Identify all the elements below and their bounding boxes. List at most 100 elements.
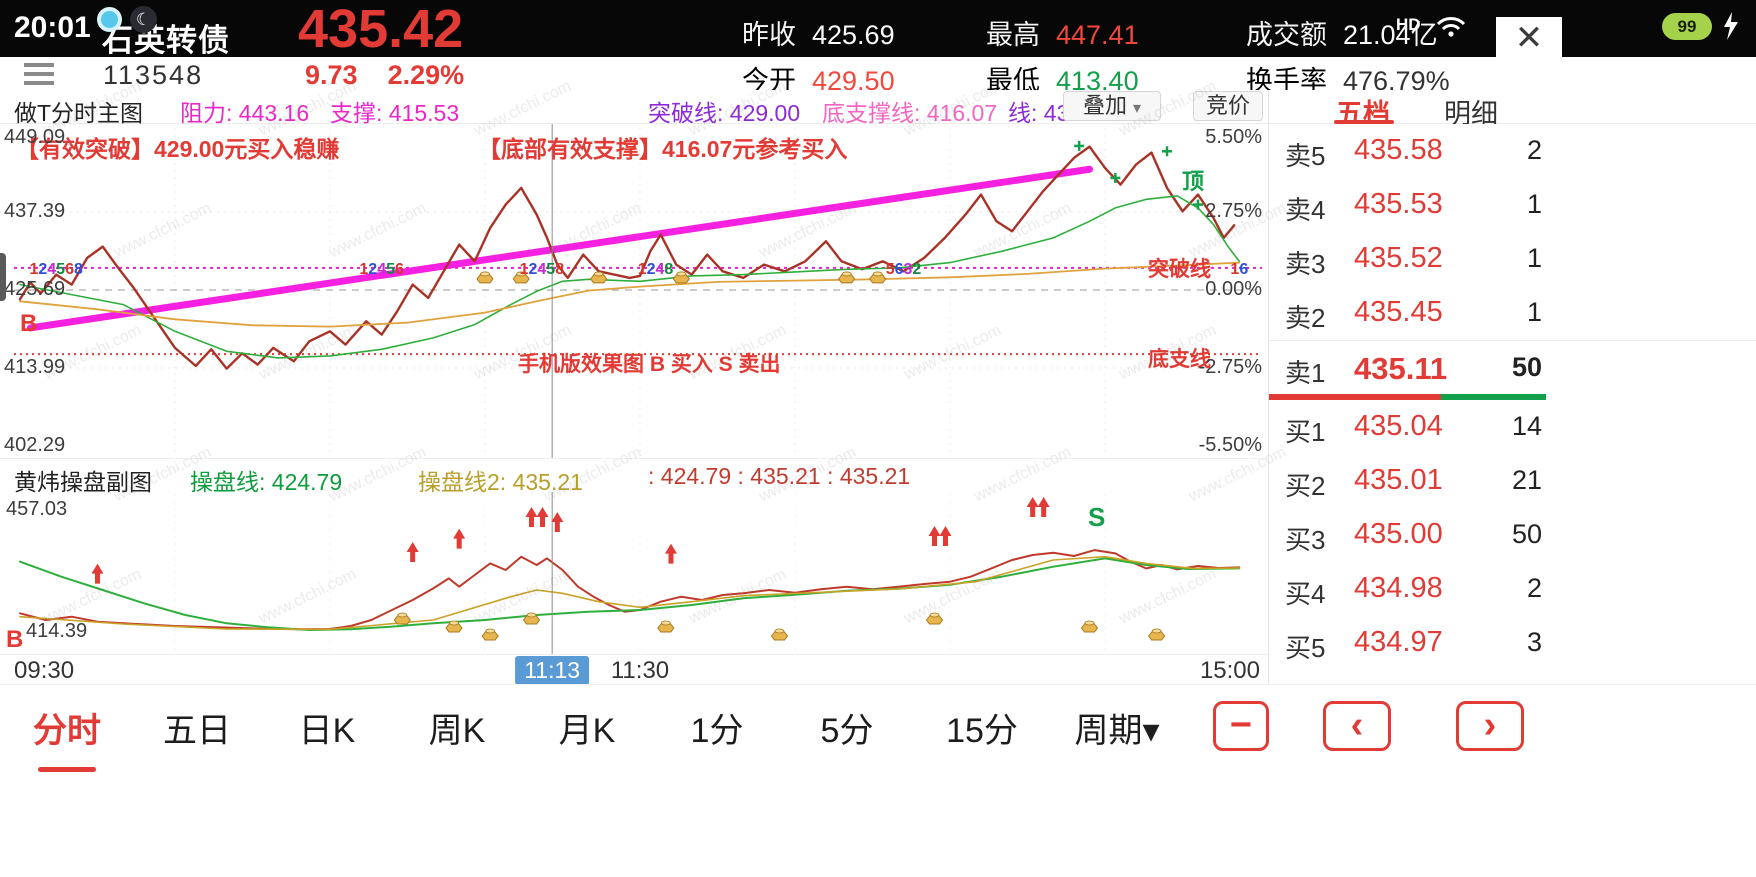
buy-arrow-icon	[1037, 497, 1050, 518]
level-price: 435.01	[1354, 464, 1443, 496]
sub-chart-svg[interactable]	[0, 492, 1268, 654]
level-volume: 1	[1526, 297, 1542, 327]
main-chart: 124568 12456 12458 1248 5632 16 【有效突破】429.00元…	[0, 124, 1268, 458]
chevron-down-icon: ▾	[1132, 100, 1142, 117]
period-tab-9[interactable]: 周期▾	[1074, 712, 1160, 750]
gold-ingot-icon	[770, 628, 789, 641]
ask-row-3[interactable]: 卖3 435.52 1	[1269, 232, 1756, 286]
buy-arrow-icon	[525, 507, 538, 528]
amount-value: 21.04亿	[1343, 20, 1438, 50]
last-price: 435.42	[298, 0, 464, 59]
level-volume: 1	[1526, 189, 1542, 219]
sub-y-top-label: 457.03	[6, 498, 68, 520]
active-period-underline	[38, 767, 96, 772]
main-y-label: 449.09	[4, 126, 66, 148]
level-label: 买5	[1285, 633, 1326, 663]
signal-numbers: 124568	[29, 261, 83, 278]
gold-ingot-icon	[512, 271, 530, 284]
main-y-label: 437.39	[4, 200, 66, 222]
period-tab-8[interactable]: 15分	[946, 712, 1018, 750]
ask-row-2[interactable]: 卖4 435.53 1	[1269, 178, 1756, 232]
gold-ingot-icon	[838, 271, 856, 284]
resistance-label: 阻力: 443.16	[180, 100, 310, 126]
period-tab-3[interactable]: 日K	[298, 712, 356, 750]
prev-close-value: 425.69	[812, 20, 895, 50]
high-label: 最高	[986, 20, 1040, 50]
drawer-handle[interactable]	[0, 253, 6, 301]
charging-icon	[1724, 12, 1738, 40]
gold-ingot-icon	[393, 612, 411, 625]
buy-arrow-icon	[939, 526, 952, 547]
sub-red-line	[19, 549, 1241, 631]
level-price: 435.58	[1354, 134, 1443, 166]
period-tab-1[interactable]: 分时	[33, 712, 101, 750]
gold-ingot-icon	[476, 271, 494, 284]
overlay-button[interactable]: 叠加 ▾	[1063, 91, 1161, 121]
buy-arrow-icon	[406, 542, 419, 563]
signal-numbers: 12456	[359, 261, 404, 278]
period-tab-5[interactable]: 月K	[558, 712, 616, 750]
change-value: 9.73	[305, 60, 358, 90]
signal-numbers: 16	[1230, 261, 1248, 278]
level-label: 买3	[1285, 525, 1326, 555]
buy-ratio-segment	[1440, 394, 1546, 400]
period-tab-7[interactable]: 5分	[820, 712, 874, 750]
bid-row-4[interactable]: 买4 434.98 2	[1269, 562, 1756, 616]
gold-ingot-icon	[590, 271, 608, 284]
main-y-label: 425.69	[4, 278, 66, 300]
sub-chart-header: 黄炜操盘副图 操盘线: 424.79 操盘线2: 435.21 : 424.79…	[0, 458, 1268, 495]
chart-toolbar: 做T分时主图 阻力: 443.16 支撑: 415.53 突破线: 429.00…	[0, 90, 1756, 129]
auction-button[interactable]: 竞价	[1193, 91, 1263, 121]
time-label-11:13[interactable]: 11:13	[515, 656, 590, 685]
level-volume: 3	[1526, 627, 1542, 657]
support-line-label: 底支线	[1148, 348, 1211, 371]
prev-page-button[interactable]: ‹	[1323, 701, 1391, 751]
trend-line	[26, 165, 1093, 332]
main-chart-svg[interactable]: 124568 12456 12458 1248 5632 16	[0, 124, 1268, 458]
main-y-label: 402.29	[4, 434, 66, 456]
support-annotation: 【底部有效支撑】416.07元参考买入	[478, 136, 848, 162]
ma-green-line	[19, 195, 1241, 359]
status-bar: 20:01 ☾ 石英转债 435.42 昨收 425.69 最高 447.41 成交…	[0, 0, 1756, 59]
breakout-label: 突破线: 429.00	[648, 100, 801, 126]
panel-divider	[1268, 90, 1269, 684]
sell-marker-sub: S	[1088, 502, 1106, 532]
buy-arrow-icon	[453, 528, 466, 549]
support-label: 支撑: 415.53	[330, 100, 460, 126]
bottom-support-label: 底支撑线: 416.07	[822, 100, 998, 126]
close-icon[interactable]: ✕	[1496, 17, 1562, 59]
turnover-amount: 成交额 21.04亿	[1246, 13, 1438, 52]
zoom-out-button[interactable]: −	[1213, 701, 1269, 751]
next-page-button[interactable]: ›	[1456, 701, 1524, 751]
main-pct-label: 5.50%	[1205, 126, 1262, 148]
sub-legend-2: 操盘线2: 435.21	[418, 469, 583, 495]
sub-chart-title: 黄炜操盘副图	[14, 469, 152, 495]
level-volume: 2	[1526, 135, 1542, 165]
breakout-line-label: 突破线	[1148, 258, 1211, 281]
buy-arrow-icon	[91, 563, 104, 584]
ask-row-5[interactable]: 卖1 435.11 50	[1269, 340, 1756, 394]
bid-row-5[interactable]: 买5 434.97 3	[1269, 616, 1756, 670]
level-label: 卖3	[1285, 249, 1326, 279]
bid-row-1[interactable]: 买1 435.04 14	[1269, 400, 1756, 454]
ask-row-1[interactable]: 卖5 435.58 2	[1269, 124, 1756, 178]
menu-icon[interactable]	[24, 63, 54, 85]
main-pct-label: 2.75%	[1205, 200, 1262, 222]
breakout-annotation: 【有效突破】429.00元买入稳赚	[16, 136, 340, 162]
bid-row-3[interactable]: 买3 435.00 50	[1269, 508, 1756, 562]
screen-record-icon	[97, 7, 122, 32]
battery-icon: 99	[1662, 13, 1712, 40]
level-price: 435.00	[1354, 518, 1443, 550]
period-tab-6[interactable]: 1分	[690, 712, 744, 750]
period-tabs: 分时 五日 日K 周K 月K 1分 5分 15分 周期▾	[0, 685, 1756, 785]
bid-row-2[interactable]: 买2 435.01 21	[1269, 454, 1756, 508]
moon-icon: ☾	[130, 6, 157, 33]
clock: 20:01	[14, 11, 91, 44]
time-label-11:30: 11:30	[610, 657, 670, 684]
period-bar: 分时 五日 日K 周K 月K 1分 5分 15分 周期▾ − ‹ ›	[0, 684, 1756, 877]
wifi-icon	[1436, 17, 1466, 37]
period-tab-2[interactable]: 五日	[163, 712, 231, 750]
period-tab-4[interactable]: 周K	[428, 712, 486, 750]
ask-row-4[interactable]: 卖2 435.45 1	[1269, 286, 1756, 340]
